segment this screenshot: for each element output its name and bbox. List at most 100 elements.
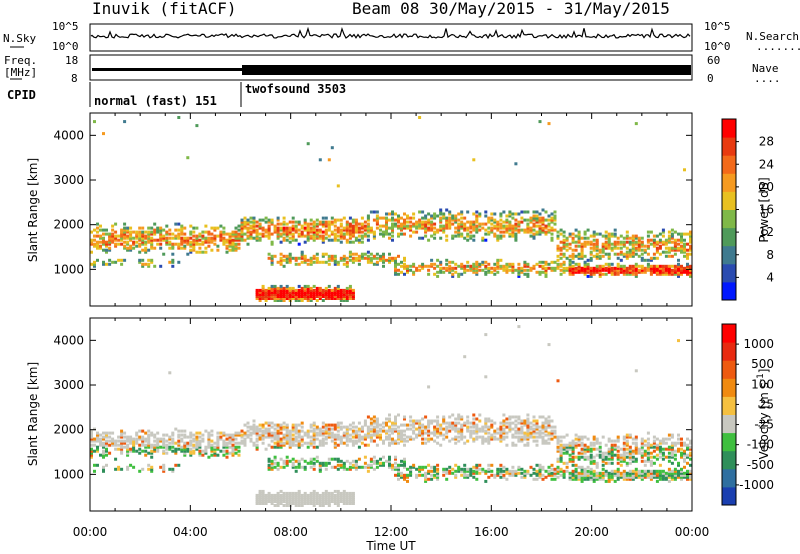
echo-cell bbox=[321, 437, 325, 441]
echo-cell bbox=[183, 441, 187, 445]
echo-cell bbox=[264, 292, 268, 296]
echo-cell bbox=[231, 453, 235, 457]
freq-unit-label: [MHz] bbox=[4, 66, 37, 79]
echo-cell bbox=[610, 270, 614, 274]
echo-cell bbox=[680, 471, 683, 475]
echo-cell bbox=[634, 475, 638, 479]
colorbar-tick-label: 4 bbox=[766, 270, 774, 284]
echo-cell bbox=[324, 427, 328, 431]
echo-cell bbox=[553, 214, 557, 218]
echo-cell bbox=[333, 493, 337, 497]
echo-cell bbox=[478, 435, 482, 439]
echo-cell bbox=[288, 435, 292, 439]
echo-cell bbox=[496, 431, 500, 435]
echo-cell bbox=[267, 427, 271, 431]
echo-cell bbox=[592, 473, 596, 477]
echo-cell bbox=[339, 299, 343, 302]
echo-cell bbox=[339, 441, 343, 445]
echo-cell bbox=[394, 441, 397, 445]
echo-cell bbox=[655, 240, 659, 244]
echo-cell bbox=[255, 228, 259, 232]
echo-cell bbox=[496, 473, 500, 477]
echo-cell bbox=[568, 234, 572, 238]
echo-cell bbox=[571, 449, 575, 453]
echo-cell bbox=[475, 471, 479, 475]
echo-cell bbox=[496, 427, 500, 431]
echo-cell bbox=[391, 423, 394, 427]
colorbar-swatch bbox=[722, 209, 736, 229]
echo-cell bbox=[643, 469, 647, 473]
echo-cell bbox=[577, 475, 581, 479]
echo-cell bbox=[105, 453, 108, 457]
echo-cell bbox=[496, 264, 500, 268]
echo-cell bbox=[409, 216, 413, 220]
echo-cell bbox=[439, 228, 443, 232]
echo-cell bbox=[502, 419, 506, 423]
echo-cell bbox=[610, 471, 614, 475]
echo-cell bbox=[577, 455, 581, 459]
echo-cell bbox=[547, 228, 551, 232]
echo-cell bbox=[607, 451, 611, 455]
echo-cell bbox=[517, 272, 521, 276]
colorbar-tick-label: 12 bbox=[759, 225, 774, 239]
echo-cell bbox=[670, 453, 674, 457]
echo-cell bbox=[535, 431, 539, 435]
echo-cell bbox=[442, 437, 446, 441]
echo-cell bbox=[649, 445, 653, 449]
echo-cell bbox=[544, 441, 548, 445]
echo-cell bbox=[147, 463, 151, 467]
echo-cell bbox=[652, 471, 656, 475]
echo-cell bbox=[574, 477, 578, 481]
echo-cell bbox=[571, 268, 575, 272]
echo-cell bbox=[496, 222, 500, 226]
echo-cell bbox=[496, 467, 500, 471]
echo-cell bbox=[174, 236, 178, 240]
echo-cell bbox=[388, 459, 391, 463]
echo-cell bbox=[550, 431, 554, 435]
echo-cell bbox=[424, 224, 428, 228]
echo-cell bbox=[291, 290, 295, 294]
echo-cell bbox=[622, 459, 626, 463]
echo-cell bbox=[312, 421, 316, 425]
echo-cell bbox=[357, 230, 361, 234]
echo-cell bbox=[345, 232, 349, 236]
echo-cell bbox=[436, 415, 440, 419]
echo-cell bbox=[484, 417, 488, 421]
echo-cell bbox=[279, 502, 283, 505]
echo-cell bbox=[568, 258, 572, 262]
echo-cell bbox=[144, 230, 148, 234]
echo-cell bbox=[397, 218, 400, 222]
echo-cell bbox=[306, 234, 310, 238]
echo-cell bbox=[562, 234, 566, 238]
echo-cell bbox=[102, 431, 105, 435]
echo-cell bbox=[333, 441, 337, 445]
echo-cell bbox=[315, 295, 319, 298]
echo-cell bbox=[336, 286, 340, 290]
echo-cell bbox=[439, 423, 443, 427]
echo-cell bbox=[556, 457, 560, 461]
echo-cell bbox=[460, 467, 464, 471]
echo-cell bbox=[150, 226, 154, 230]
echo-cell bbox=[150, 451, 154, 455]
echo-cell bbox=[153, 230, 157, 234]
echo-cell bbox=[123, 236, 127, 240]
echo-cell bbox=[177, 443, 181, 447]
echo-cell bbox=[457, 465, 461, 469]
echo-cell bbox=[303, 234, 307, 238]
echo-cell bbox=[216, 437, 220, 441]
echo-cell bbox=[261, 429, 265, 433]
echo-cell bbox=[592, 437, 596, 441]
echo-cell bbox=[351, 502, 355, 505]
echo-cell bbox=[577, 439, 581, 443]
echo-cell bbox=[309, 459, 313, 463]
echo-cell bbox=[108, 248, 112, 252]
echo-cell bbox=[375, 220, 379, 224]
echo-cell bbox=[541, 264, 545, 268]
echo-cell bbox=[613, 234, 617, 238]
echo-cell bbox=[689, 445, 692, 449]
echo-cell bbox=[321, 441, 325, 445]
echo-cell bbox=[189, 443, 193, 447]
echo-cell bbox=[177, 222, 181, 226]
echo-cell bbox=[689, 274, 692, 278]
